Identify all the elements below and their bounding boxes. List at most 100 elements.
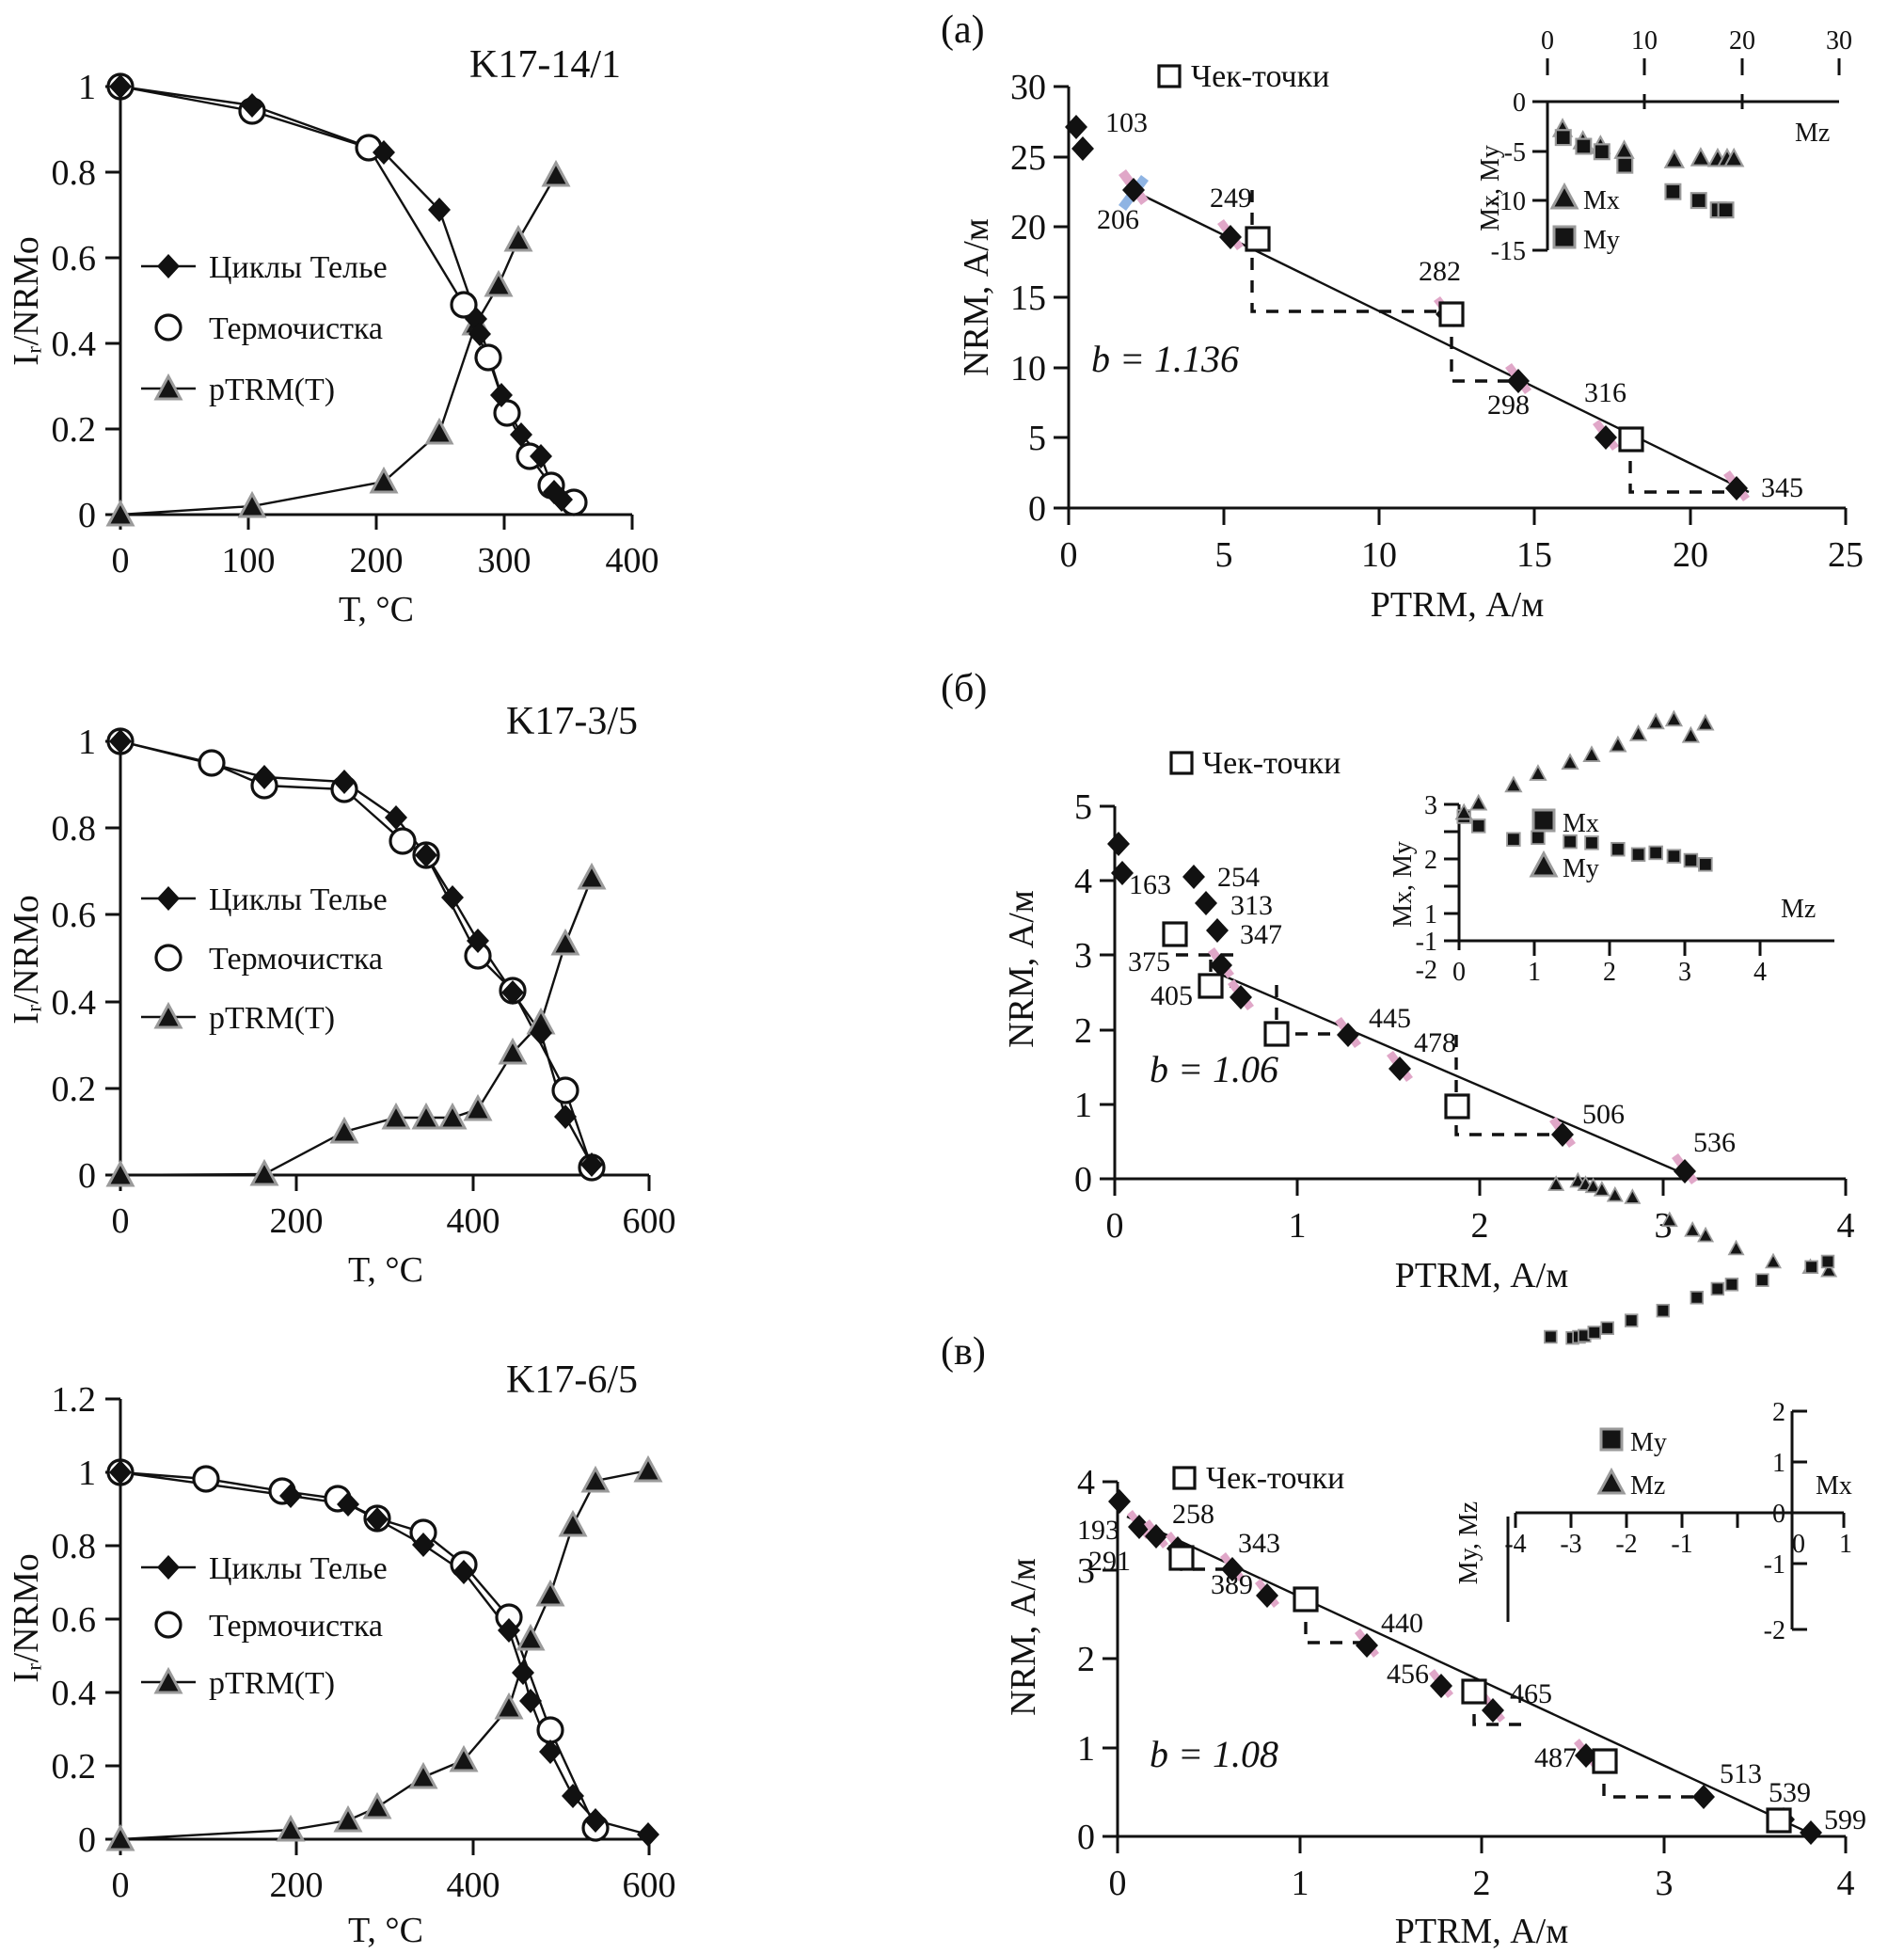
svg-text:400: 400 — [447, 1201, 500, 1241]
y-tick-label: 0.6 — [52, 239, 97, 278]
svg-text:0: 0 — [1792, 1530, 1805, 1559]
svg-text:0.8: 0.8 — [52, 809, 97, 849]
legend-check-label: Чек-точки — [1202, 746, 1341, 781]
legend-label-thermal: Термочистка — [209, 311, 383, 346]
svg-text:4: 4 — [1074, 862, 1092, 901]
y-tick-label: 30 — [1010, 68, 1046, 107]
svg-text:343: 343 — [1238, 1528, 1280, 1559]
svg-text:4: 4 — [1837, 1206, 1855, 1246]
svg-text:10: 10 — [1631, 26, 1658, 56]
y-tick-label: 5 — [1028, 419, 1046, 458]
x-tick-label: 20 — [1673, 535, 1708, 575]
svg-text:2: 2 — [1077, 1640, 1095, 1679]
svg-text:1.2: 1.2 — [52, 1380, 97, 1420]
svg-text:-10: -10 — [1491, 187, 1526, 216]
svg-text:200: 200 — [270, 1201, 324, 1241]
x-tick-label: 10 — [1361, 535, 1397, 575]
svg-text:0: 0 — [112, 1201, 130, 1241]
svg-text:389: 389 — [1211, 1569, 1253, 1600]
svg-text:-15: -15 — [1491, 237, 1526, 266]
check-point-legend-marker — [1172, 1466, 1197, 1490]
svg-text:405: 405 — [1150, 980, 1193, 1011]
inset-x-axis-label: Mz — [1795, 119, 1830, 148]
x-tick-label: 25 — [1828, 535, 1864, 575]
svg-text:163: 163 — [1129, 869, 1171, 900]
inset-legend-my: My — [1583, 226, 1620, 255]
y-tick-label: 1 — [78, 68, 96, 107]
svg-text:-1: -1 — [1416, 928, 1437, 957]
point-labels: 193 258 291 343 389 440 456 465 487 513 … — [1077, 1499, 1866, 1835]
y-tick-label: 0.8 — [52, 153, 97, 193]
svg-text:316: 316 — [1584, 377, 1626, 408]
y-tick-label: 0 — [78, 496, 96, 535]
chart-arai-v: (в) 4 3 2 1 0 0 1 2 3 4 PTRM, А/м NRM, А… — [941, 1172, 1866, 1951]
inset-legend-my: My — [1630, 1428, 1667, 1457]
x-tick-label: 0 — [1060, 535, 1078, 575]
inset-zijderveld-b: 3 2 1 -1 -2 0 1 2 3 4 Mz Mx, My Mx — [1388, 710, 1834, 987]
arai-points — [1108, 1489, 1822, 1845]
svg-text:0: 0 — [1109, 1864, 1127, 1903]
svg-text:0: 0 — [1452, 958, 1466, 987]
legend: Циклы Телье Термочистка pTRM(T) — [141, 1551, 388, 1701]
svg-text:206: 206 — [1097, 204, 1139, 235]
svg-text:20: 20 — [1729, 26, 1755, 56]
svg-text:0: 0 — [78, 1156, 96, 1196]
x-axis-label: PTRM, А/м — [1371, 585, 1545, 625]
svg-text:1: 1 — [78, 1454, 96, 1493]
x-tick-label: 300 — [478, 541, 532, 580]
y-tick-label: 25 — [1010, 138, 1046, 178]
svg-text:536: 536 — [1693, 1127, 1736, 1158]
check-point-legend-marker — [1157, 64, 1182, 88]
svg-text:0.2: 0.2 — [52, 1747, 97, 1787]
y-tick-label: 0.2 — [52, 410, 97, 450]
svg-text:440: 440 — [1381, 1608, 1423, 1639]
inset-legend-mx: Mx — [1563, 809, 1599, 838]
b-value-b: b = 1.06 — [1150, 1048, 1278, 1090]
check-point-legend-marker — [1169, 751, 1194, 775]
svg-text:375: 375 — [1128, 946, 1170, 977]
svg-text:-1: -1 — [1671, 1530, 1692, 1559]
svg-text:513: 513 — [1720, 1758, 1762, 1789]
chart-demag-K17-3-5: 1 0.8 0.6 0.4 0.2 0 0 200 400 600 T, °C … — [7, 700, 676, 1290]
x-axis-label: PTRM, А/м — [1395, 1256, 1569, 1295]
svg-text:1: 1 — [1289, 1206, 1307, 1246]
svg-text:599: 599 — [1824, 1804, 1866, 1835]
inset-x-axis-label: Mz — [1781, 895, 1816, 924]
x-tick-label: 100 — [222, 541, 276, 580]
svg-text:539: 539 — [1769, 1777, 1811, 1808]
svg-text:465: 465 — [1510, 1678, 1552, 1709]
chart-demag-K17-6-5: 1.2 1 0.8 0.6 0.4 0.2 0 0 200 400 600 T,… — [7, 1358, 676, 1950]
y-axis-label: Iᵣ/NRMo — [7, 1553, 46, 1683]
svg-text:2: 2 — [1473, 1864, 1491, 1903]
svg-text:-4: -4 — [1504, 1530, 1526, 1559]
svg-text:600: 600 — [623, 1866, 676, 1905]
inset-y-axis-label: Mx, My — [1476, 145, 1505, 231]
y-axis-label: NRM, А/м — [1004, 1558, 1043, 1716]
svg-text:-5: -5 — [1504, 138, 1526, 167]
x-axis-label: T, °C — [348, 1911, 423, 1950]
inset-legend-mz: Mz — [1630, 1471, 1665, 1501]
svg-text:3: 3 — [1077, 1551, 1095, 1591]
svg-text:600: 600 — [623, 1201, 676, 1241]
svg-text:0.8: 0.8 — [52, 1527, 97, 1566]
svg-text:0: 0 — [1772, 1500, 1785, 1529]
svg-text:298: 298 — [1487, 389, 1530, 421]
y-tick-label: 10 — [1010, 349, 1046, 389]
inset-legend-mx: Mx — [1583, 186, 1620, 215]
panel-label-a: (а) — [941, 8, 985, 52]
svg-text:0: 0 — [112, 1866, 130, 1905]
inset-zijderveld-v: -4 -3 -2 -1 0 1 2 1 0 -1 -2 Mx My, Mz — [1454, 1172, 1852, 1645]
sample-title: K17-3/5 — [506, 700, 638, 743]
svg-text:-3: -3 — [1560, 1530, 1581, 1559]
arai-points — [1107, 832, 1698, 1184]
svg-text:258: 258 — [1172, 1499, 1214, 1530]
legend-label-thermal: Термочистка — [209, 942, 383, 977]
svg-text:0: 0 — [1541, 26, 1554, 56]
x-tick-label: 15 — [1516, 535, 1552, 575]
svg-text:254: 254 — [1217, 862, 1260, 893]
y-axis-label: Iᵣ/NRMo — [7, 236, 46, 366]
y-tick-label: 20 — [1010, 208, 1046, 247]
svg-text:3: 3 — [1656, 1864, 1674, 1903]
svg-text:282: 282 — [1419, 256, 1461, 287]
